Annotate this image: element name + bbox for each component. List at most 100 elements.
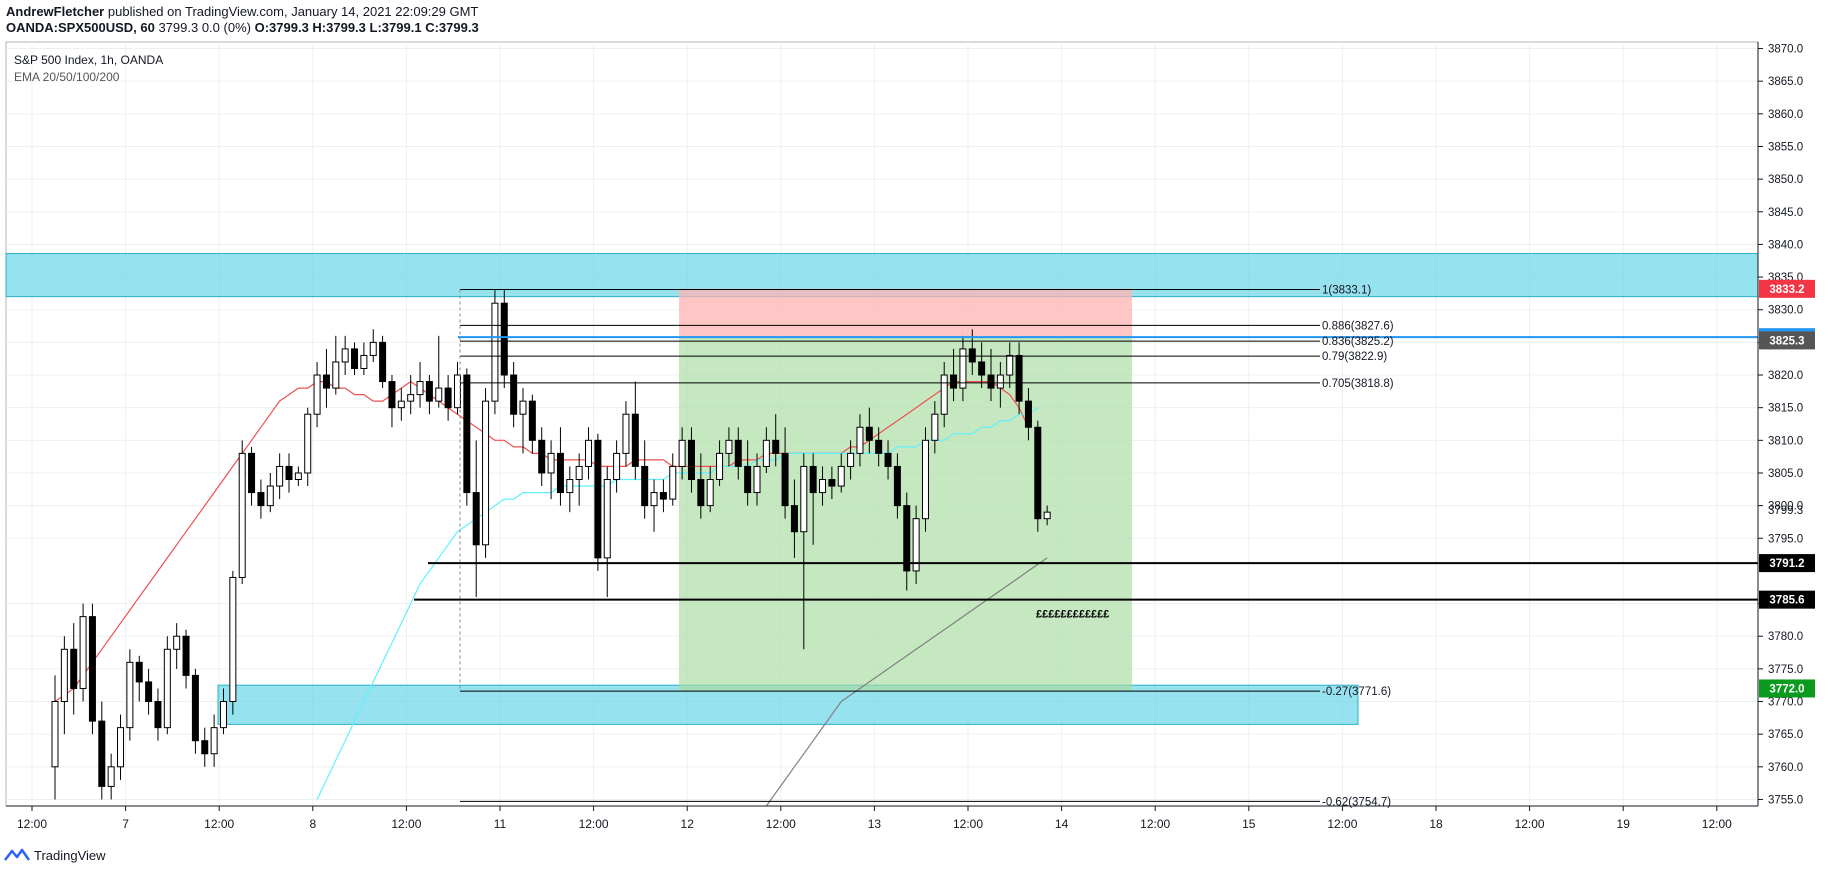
candle-up (163, 648, 171, 729)
y-tick-label: 3855.0 (1768, 141, 1803, 153)
candle-down (1015, 354, 1023, 402)
price-tag-label: 3791.2 (1769, 558, 1804, 570)
x-tick-label: 12:00 (391, 817, 421, 831)
legend-title[interactable]: S&P 500 Index, 1h, OANDA (14, 53, 163, 67)
candle-up (940, 374, 948, 415)
candle-up (360, 354, 368, 369)
fib-label: 0.886(3827.6) (1322, 320, 1394, 332)
chart-header: AndrewFletcher published on TradingView.… (6, 4, 479, 36)
symbol-label: OANDA:SPX500USD, 60 (6, 20, 155, 35)
y-tick-label: 3830.0 (1768, 305, 1803, 317)
x-tick-label: 12:00 (1702, 817, 1732, 831)
y-tick-label: 3770.0 (1768, 697, 1803, 709)
candle-down (950, 374, 958, 389)
tradingview-footer[interactable]: TradingView (4, 845, 106, 865)
level-lines[interactable]: ££££££££££££ (414, 336, 1758, 620)
candle-down (472, 492, 480, 546)
x-tick-label: 12:00 (17, 817, 47, 831)
candle-up (276, 465, 284, 487)
candle-up (294, 472, 302, 481)
y-tick-label: 3810.0 (1768, 435, 1803, 447)
candle-up (332, 361, 340, 389)
x-tick-label: 14 (1055, 817, 1069, 831)
candle-up (622, 413, 630, 454)
author-name[interactable]: AndrewFletcher (6, 4, 105, 19)
candle-down (744, 465, 752, 494)
fib-levels[interactable]: 1(3833.1) 0.886(3827.6) 0.836(3825.2) 0.79(… (459, 284, 1394, 808)
candle-up (847, 452, 855, 467)
candle-up (1043, 511, 1051, 520)
x-tick-label: 8 (309, 817, 316, 831)
publish-info: published on TradingView.com, January 14… (107, 4, 479, 19)
candle-up (107, 766, 115, 787)
candle-up (678, 439, 686, 467)
candle-down (1024, 400, 1032, 428)
candle-up (575, 465, 583, 481)
footer-brand: TradingView (34, 847, 106, 863)
candle-up (219, 701, 227, 729)
candle-up (210, 727, 218, 755)
candles[interactable] (51, 290, 1051, 800)
candle-up (837, 465, 845, 487)
candle-up (519, 400, 527, 415)
candle-up (819, 479, 827, 494)
candle-down (182, 635, 190, 676)
fib-label: 0.79(3822.9) (1322, 351, 1387, 363)
candle-up (397, 400, 405, 409)
price-tag-bg (1759, 554, 1815, 573)
price-tag-label: 3825.3 (1769, 335, 1804, 347)
candle-down (191, 674, 199, 742)
candle-down (248, 452, 256, 494)
candle-down (379, 341, 387, 383)
candle-down (875, 439, 883, 454)
quote-change: 3799.3 0.0 (0%) (158, 20, 251, 35)
candle-down (631, 413, 639, 467)
candle-up (753, 465, 761, 494)
legend-indicator[interactable]: EMA 20/50/100/200 (14, 70, 120, 84)
x-tick-label: 11 (494, 817, 507, 831)
candle-up (959, 348, 967, 389)
x-tick-label: 12:00 (204, 817, 234, 831)
candle-down (145, 681, 153, 703)
candle-down (510, 374, 518, 415)
ema-100-line (765, 557, 1048, 807)
candle-down (98, 720, 106, 787)
x-tick-label: 12:00 (1140, 817, 1170, 831)
y-tick-label: 3815.0 (1768, 403, 1803, 415)
candle-down (538, 439, 546, 474)
ohlc-close: C:3799.3 (425, 20, 479, 35)
y-tick-label: 3795.0 (1768, 533, 1803, 545)
candle-down (556, 452, 564, 494)
candle-up (669, 465, 677, 500)
candle-up (931, 413, 939, 441)
candle-down (903, 505, 911, 572)
price-tag-bg (1759, 331, 1815, 350)
candle-up (491, 302, 499, 402)
candle-down (425, 381, 433, 402)
candle-down (463, 374, 471, 494)
candle-up (716, 452, 724, 481)
candle-down (659, 492, 667, 500)
y-tick-label: 3805.0 (1768, 468, 1803, 480)
candle-up (725, 439, 733, 454)
pound-annotation: ££££££££££££ (1036, 608, 1109, 620)
ohlc-low: L:3799.1 (369, 20, 422, 35)
price-tag-bg (1759, 279, 1815, 298)
candle-up (60, 648, 68, 703)
candle-down (135, 661, 143, 683)
candle-down (790, 505, 798, 533)
y-tick-label: 3820.0 (1768, 370, 1803, 382)
x-tick-label: 19 (1617, 817, 1631, 831)
candle-up (416, 381, 424, 396)
x-tick-label: 12:00 (1327, 817, 1357, 831)
candle-up (566, 479, 574, 494)
candle-down (697, 479, 705, 507)
candle-up (173, 635, 181, 650)
candle-up (996, 374, 1004, 389)
candle-up (369, 341, 377, 356)
candle-down (500, 302, 508, 376)
candle-down (968, 348, 976, 363)
candle-up (266, 485, 274, 507)
y-tick-label: 3845.0 (1768, 207, 1803, 219)
